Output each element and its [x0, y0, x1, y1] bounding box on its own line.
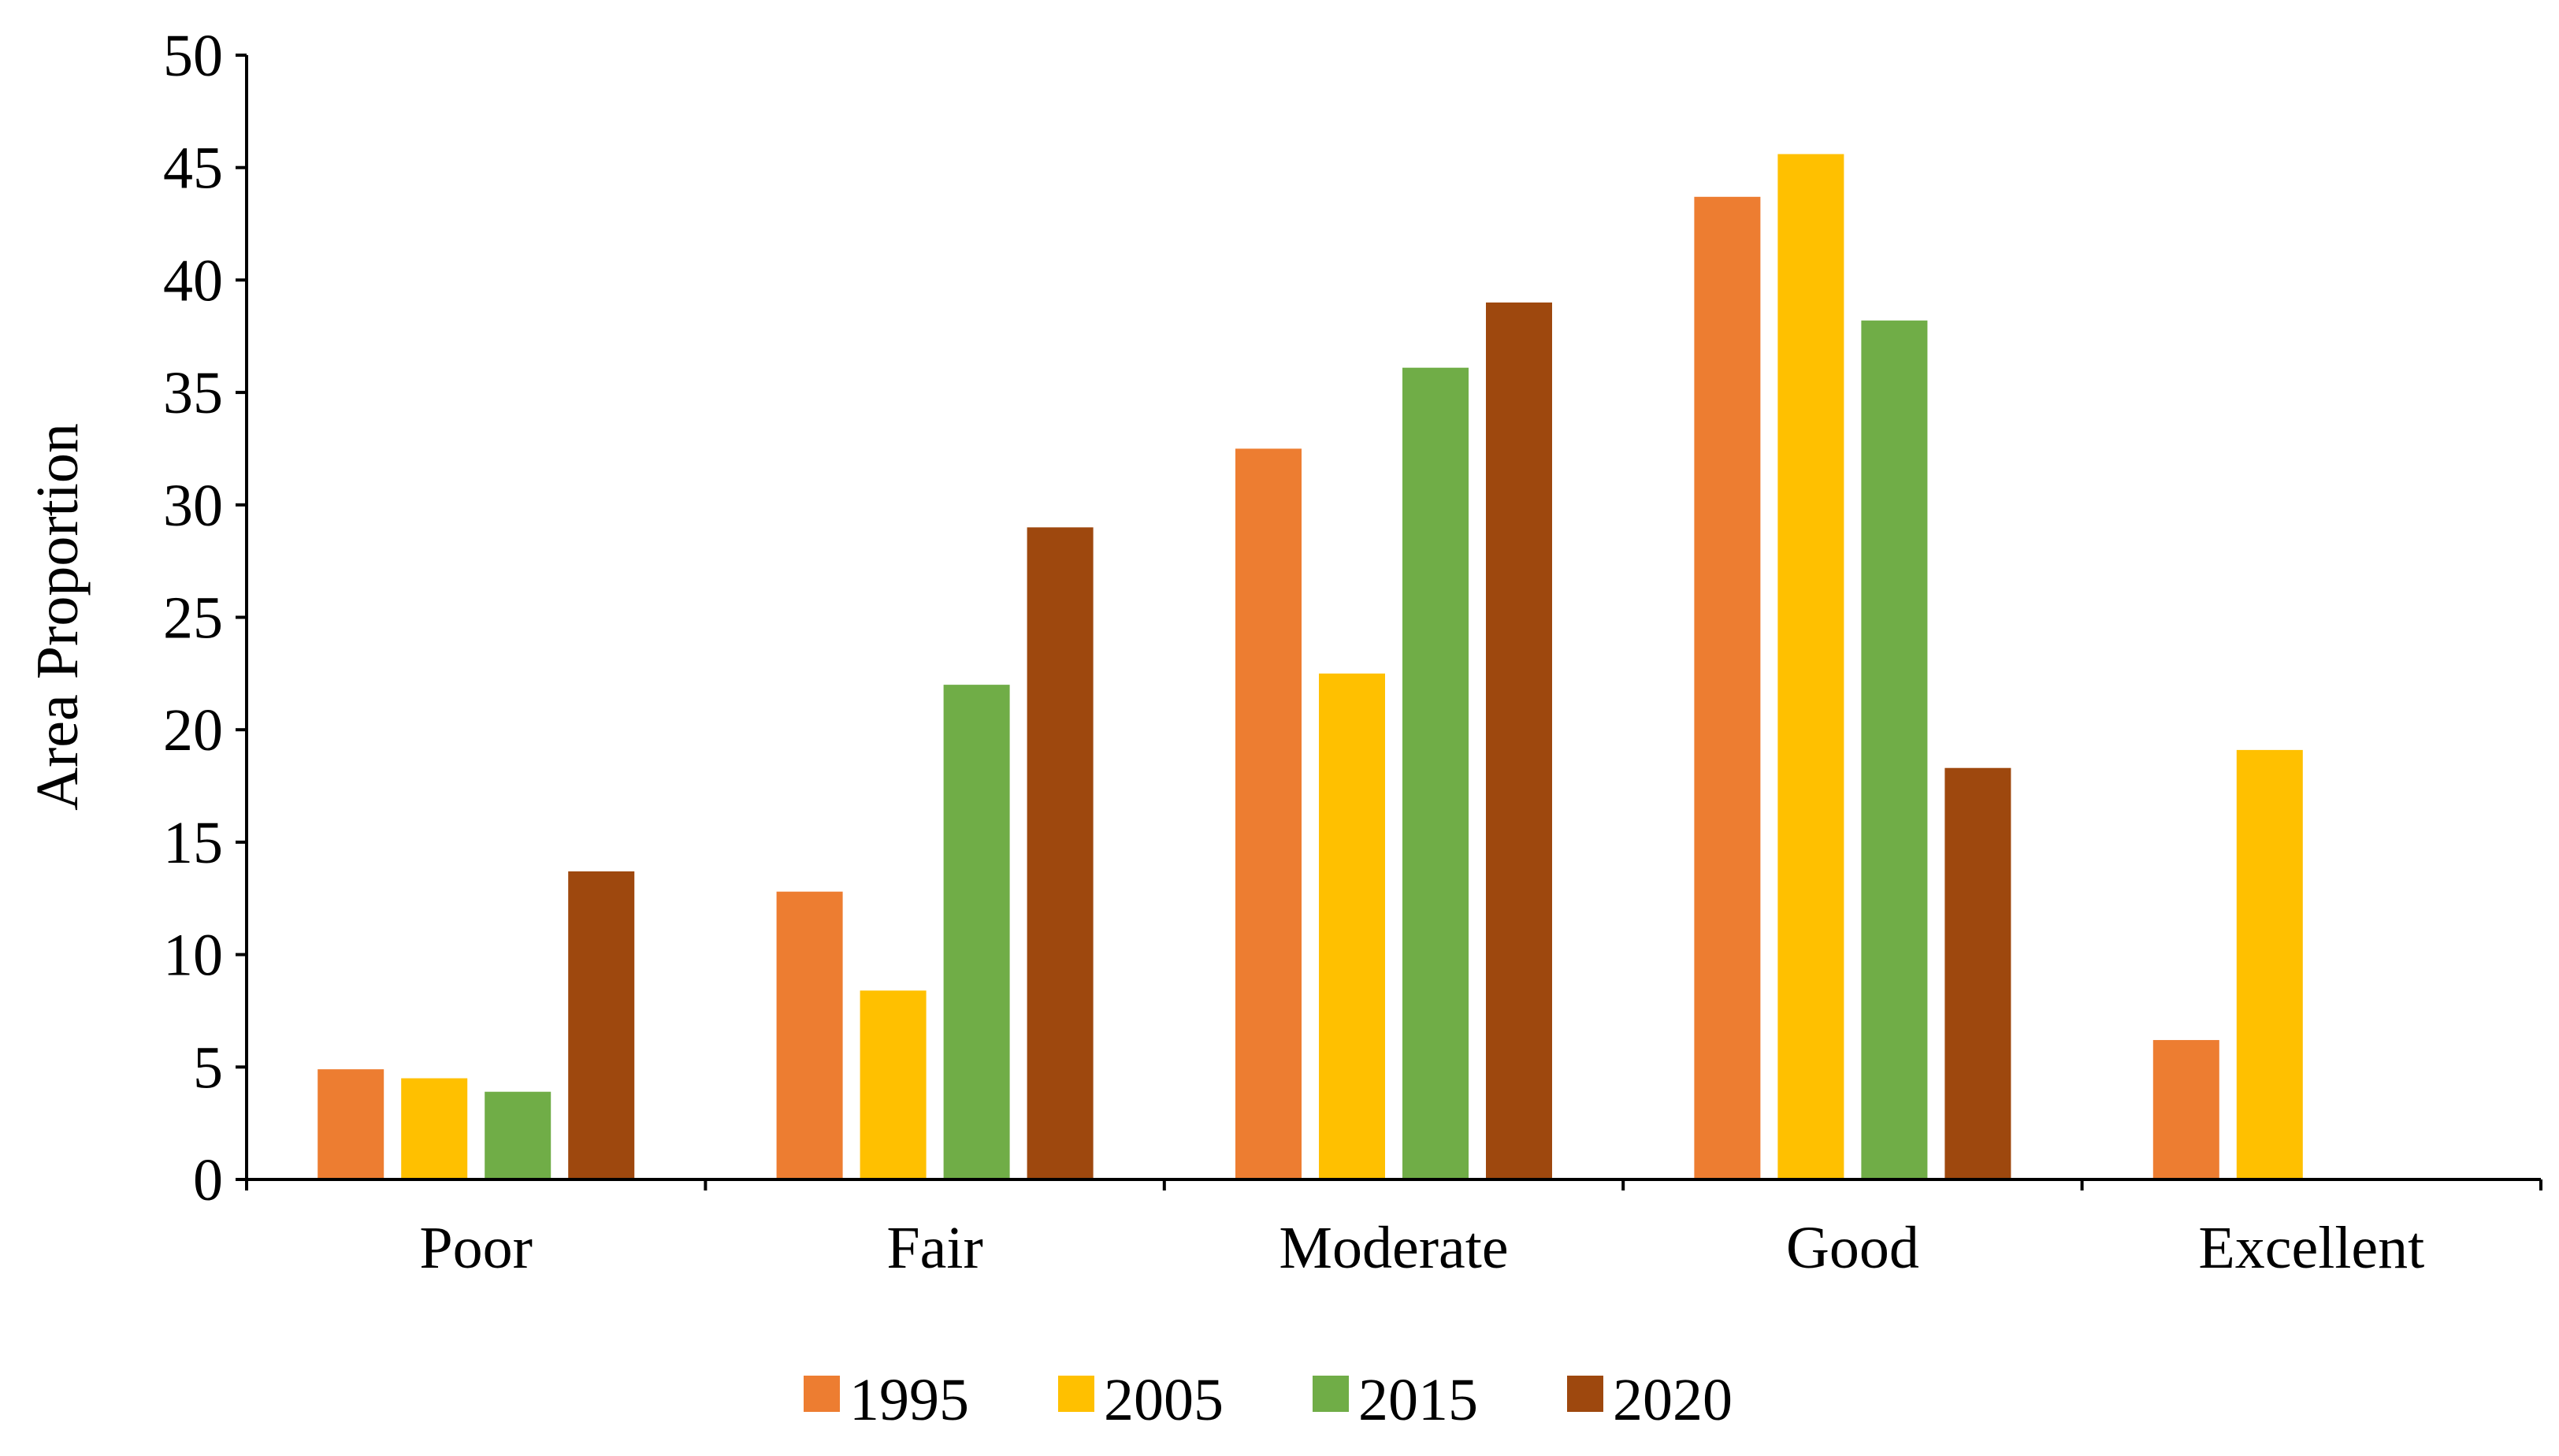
bar-excellent-1995 — [2152, 1040, 2219, 1179]
x-tick-label-moderate: Moderate — [1279, 1215, 1508, 1281]
y-tick-label: 10 — [163, 923, 223, 989]
x-tick-label-excellent: Excellent — [2198, 1215, 2424, 1281]
bar-moderate-2005 — [1319, 673, 1385, 1179]
x-tick-label-fair: Fair — [886, 1215, 982, 1281]
legend-swatch-2020 — [1567, 1376, 1603, 1412]
legend-label-2015: 2015 — [1358, 1367, 1478, 1433]
bar-good-2005 — [1777, 154, 1844, 1179]
bar-excellent-2005 — [2236, 749, 2303, 1179]
bar-moderate-2020 — [1486, 302, 1552, 1180]
y-tick-label: 15 — [163, 810, 223, 876]
x-axis-ticks: Poor Fair Moderate Good Excellent — [245, 1179, 2542, 1281]
y-tick-label: 30 — [163, 473, 223, 539]
bar-poor-1995 — [318, 1069, 384, 1179]
bar-fair-2005 — [860, 990, 927, 1179]
legend-swatch-2015 — [1313, 1376, 1349, 1412]
y-tick-label: 50 — [163, 23, 223, 89]
bar-good-1995 — [1694, 196, 1761, 1179]
bar-fair-1995 — [776, 891, 843, 1179]
legend-swatch-2005 — [1058, 1376, 1094, 1412]
legend-label-1995: 1995 — [849, 1367, 969, 1433]
legend-swatch-1995 — [804, 1376, 840, 1412]
y-tick-label: 0 — [193, 1147, 223, 1213]
y-tick-label: 35 — [163, 360, 223, 426]
bar-poor-2020 — [568, 871, 635, 1179]
y-tick-label: 40 — [163, 247, 223, 314]
bar-poor-2015 — [485, 1091, 552, 1179]
bar-good-2015 — [1861, 320, 1928, 1180]
bar-good-2020 — [1944, 767, 2011, 1179]
y-tick-label: 5 — [193, 1034, 223, 1101]
bars — [318, 154, 2303, 1180]
bar-poor-2005 — [401, 1078, 468, 1179]
bar-moderate-2015 — [1402, 367, 1469, 1179]
x-tick-label-good: Good — [1786, 1215, 1919, 1281]
y-axis-ticks: 0 5 10 15 20 25 30 35 40 45 50 — [163, 23, 247, 1213]
y-tick-label: 20 — [163, 697, 223, 763]
y-axis-title: Area Proportion — [24, 423, 91, 811]
y-tick-label: 45 — [163, 136, 223, 202]
bar-fair-2015 — [943, 685, 1010, 1179]
bar-fair-2020 — [1027, 527, 1094, 1179]
bar-moderate-1995 — [1235, 448, 1302, 1179]
x-tick-label-poor: Poor — [419, 1215, 533, 1281]
legend: 1995 2005 2015 2020 — [804, 1367, 1733, 1433]
y-tick-label: 25 — [163, 585, 223, 652]
legend-label-2005: 2005 — [1104, 1367, 1224, 1433]
legend-label-2020: 2020 — [1613, 1367, 1733, 1433]
